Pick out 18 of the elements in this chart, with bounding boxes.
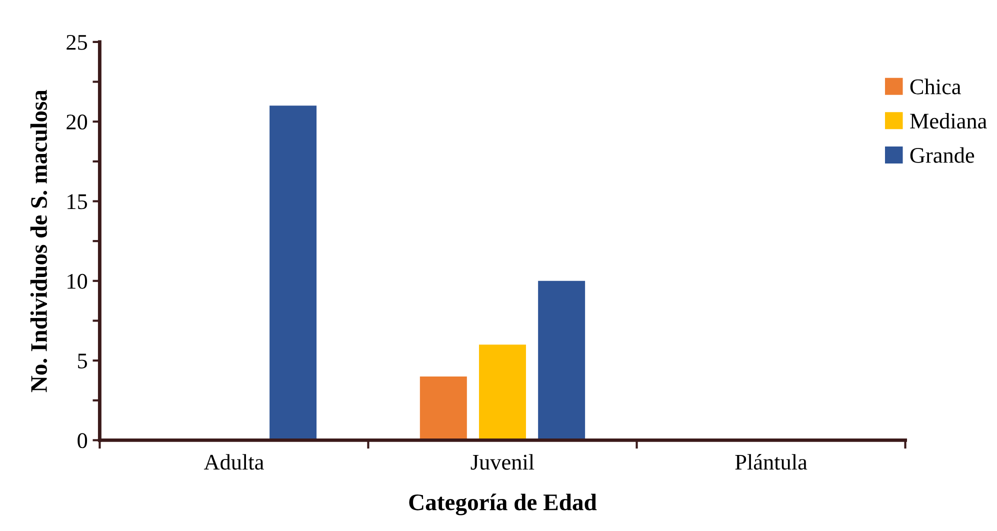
x-tick-label: Juvenil xyxy=(470,454,534,470)
legend-label: Mediana xyxy=(910,112,987,129)
y-tick-label: 10 xyxy=(68,274,88,289)
legend-label: Chica xyxy=(910,78,961,94)
y-tick-label: 5 xyxy=(78,354,88,368)
bar xyxy=(270,106,317,440)
y-tick-label: 20 xyxy=(66,114,88,130)
y-axis-title: No. Individuos de S. maculosa xyxy=(30,90,48,392)
x-axis-title: Categoría de Edad xyxy=(409,494,597,516)
y-tick-label: 25 xyxy=(66,34,88,50)
y-tick-label: 15 xyxy=(68,194,88,210)
bar xyxy=(478,344,526,440)
x-tick-label: Adulta xyxy=(204,454,264,470)
y-tick-label: 0 xyxy=(78,433,88,448)
bar xyxy=(538,280,586,440)
bar xyxy=(420,376,467,440)
x-tick-label: Plántula xyxy=(735,454,808,470)
legend-label: Grande xyxy=(910,147,974,163)
